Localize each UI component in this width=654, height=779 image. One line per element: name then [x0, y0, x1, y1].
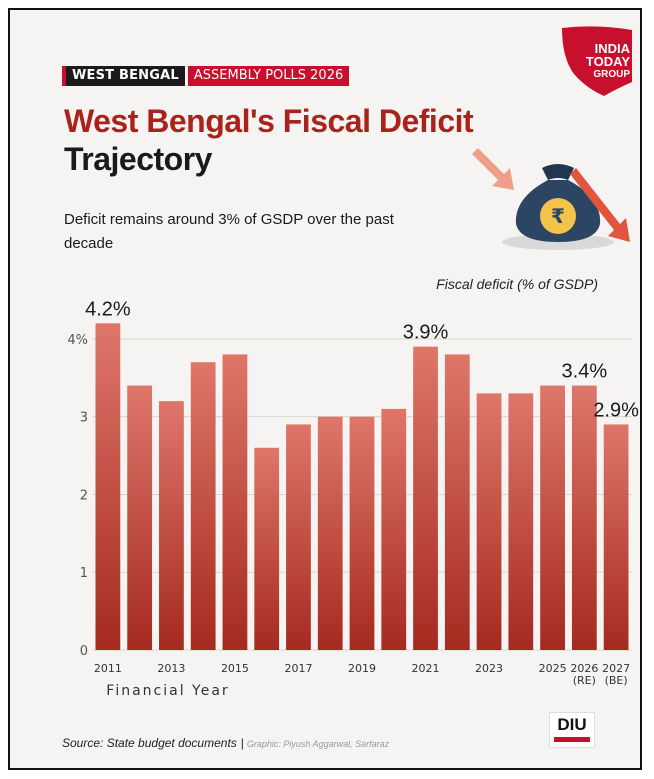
diu-badge: DIU: [549, 712, 595, 748]
tag-accent-bar: [62, 66, 66, 86]
down-arrow-left-icon: [472, 148, 514, 190]
footer: Source: State budget documents | Graphic: …: [62, 736, 389, 750]
logo-line-1: INDIA: [594, 41, 630, 56]
diu-logo-bar: [554, 737, 590, 742]
graphic-credit: Graphic: Piyush Aggarwal, Sarfaraz: [246, 739, 390, 749]
diu-logo-text: DIU: [557, 715, 587, 734]
bag-neck: [542, 164, 574, 180]
logo-shape: [562, 26, 632, 96]
title-line-2: Trajectory: [64, 141, 212, 177]
logo-line-3: GROUP: [593, 69, 630, 80]
title-line-1: West Bengal's Fiscal Deficit: [64, 103, 474, 139]
down-arrow-right-icon: [570, 168, 630, 242]
region-tag: WEST BENGAL: [66, 66, 185, 86]
india-today-group-logo: INDIA TODAY GROUP: [556, 24, 636, 104]
event-tag: ASSEMBLY POLLS 2026: [187, 66, 350, 86]
page-title: West Bengal's Fiscal Deficit Trajectory: [64, 102, 554, 178]
tag-strip: WEST BENGAL ASSEMBLY POLLS 2026: [62, 66, 350, 86]
source-text: Source: State budget documents: [62, 736, 237, 750]
footer-separator: |: [240, 736, 244, 750]
rupee-coin-icon: [540, 198, 576, 234]
rupee-symbol: ₹: [551, 204, 565, 228]
money-bag-illustration: ₹: [472, 148, 630, 250]
logo-line-2: TODAY: [585, 54, 630, 69]
subtitle: Deficit remains around 3% of GSDP over t…: [64, 211, 394, 252]
